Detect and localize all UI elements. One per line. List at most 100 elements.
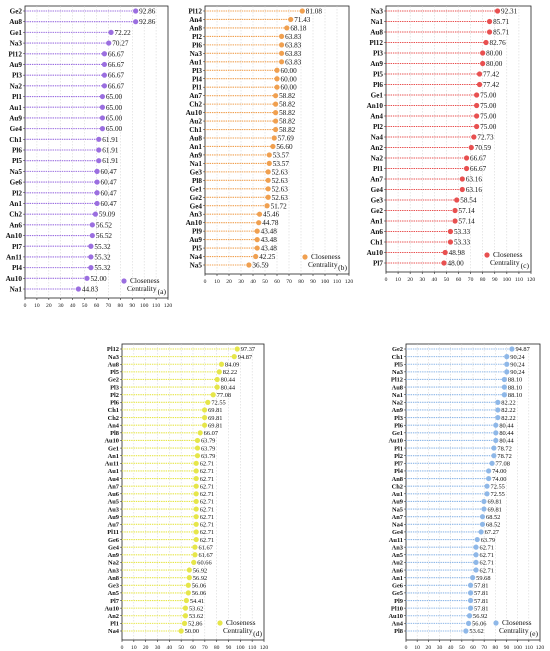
x-tick-label: 100 [503,277,512,283]
category-label: Au10 [388,613,403,620]
category-label: Pl2 [192,33,202,41]
legend-marker [302,254,308,260]
category-label: Pl12 [107,346,119,353]
category-label: An8 [189,24,202,32]
data-label: 78.72 [497,445,511,452]
category-label: Au7 [108,522,120,529]
lollipop-head [491,453,497,459]
data-label: 69.81 [208,415,222,422]
lollipop-head [473,552,479,558]
lollipop-head [193,506,199,512]
lollipop-head [256,220,262,226]
category-label: Pl6 [373,81,383,89]
data-label: 55.32 [94,243,111,251]
data-label: 59.09 [99,211,116,219]
category-label: Pl1 [394,445,403,452]
lollipop-head [278,42,285,48]
data-label: 63.83 [285,33,302,41]
data-label: 80.00 [486,50,503,58]
x-tick-label: 110 [248,645,256,651]
data-label: 82.76 [490,39,507,47]
lollipop-head [481,498,487,505]
data-label: 63.16 [466,176,483,184]
data-label: 92.86 [139,18,156,26]
data-label: 77.42 [483,71,500,79]
lollipop-head [178,628,184,634]
lollipop-head [278,33,285,40]
lollipop-head [480,50,486,56]
category-label: Pl4 [394,468,404,475]
data-label: 66.67 [108,61,125,69]
legend-text-line2: Centrality [127,284,157,293]
category-label: Au10 [104,438,119,445]
data-label: 70.27 [112,40,129,48]
category-label: An8 [108,575,119,582]
data-label: 53.57 [273,151,290,159]
category-label: Ge6 [392,583,404,590]
lollipop-head [254,245,260,251]
category-label: Au8 [392,384,403,391]
lollipop-head [495,414,501,421]
lollipop-head [466,613,473,619]
data-label: 77.08 [217,392,231,399]
data-label: 62.71 [200,537,214,544]
data-label: 90.24 [510,369,525,376]
lollipop-head [501,384,507,390]
lollipop-head [88,254,94,260]
data-label: 75.00 [480,102,497,110]
category-label: An4 [108,422,120,429]
data-label: 80.44 [499,430,514,437]
lollipop-head [88,265,94,271]
x-tick-label: 50 [178,645,184,651]
category-label: Ge2 [10,8,23,16]
lollipop-head [463,165,470,172]
lollipop-head [509,346,515,352]
lollipop-head [193,491,199,497]
x-tick-label: 70 [481,645,487,651]
data-label: 75.00 [480,123,497,131]
data-label: 66.67 [108,50,125,58]
data-label: 63.83 [285,58,302,66]
category-label: Na4 [108,628,120,635]
data-label: 66.67 [108,82,125,90]
lollipop-head [473,567,479,573]
category-label: Au10 [388,438,403,445]
data-label: 56.06 [192,583,206,590]
category-label: Pl6 [110,400,120,407]
lollipop-head [486,475,492,482]
lollipop-head [186,575,192,581]
data-label: 61.91 [102,136,119,144]
x-tick-label: 10 [414,645,420,651]
category-label: Pl1 [192,84,202,92]
legend-text-line2: Centrality [490,258,520,267]
category-label: Na4 [371,134,384,142]
category-label: Ge4 [108,544,120,551]
category-label: Ge3 [190,168,203,176]
category-label: Pl9 [394,598,403,605]
panel-label: (b) [338,263,347,272]
lollipop-head [266,152,272,158]
category-label: Na5 [10,168,23,176]
category-label: An6 [9,221,22,229]
category-label: An7 [370,176,383,184]
lollipop-head [193,514,199,520]
category-label: Ge1 [10,29,23,37]
x-tick-label: 80 [493,645,499,651]
data-label: 56.06 [472,621,486,628]
category-label: Pl6 [12,147,22,155]
data-label: 56.92 [193,567,207,574]
category-label: Pl6 [394,422,404,429]
lollipop-head [441,260,447,266]
lollipop-head [504,354,510,360]
lollipop-head [231,354,237,360]
x-tick-label: 110 [152,303,160,309]
category-label: Na4 [392,522,404,529]
lollipop-head [202,414,208,421]
lollipop-head [94,190,100,196]
x-tick-label: 90 [310,279,316,285]
data-label: 63.83 [285,50,302,58]
data-label: 43.48 [261,228,278,236]
lollipop-head [133,8,139,14]
data-label: 56.52 [96,232,113,240]
